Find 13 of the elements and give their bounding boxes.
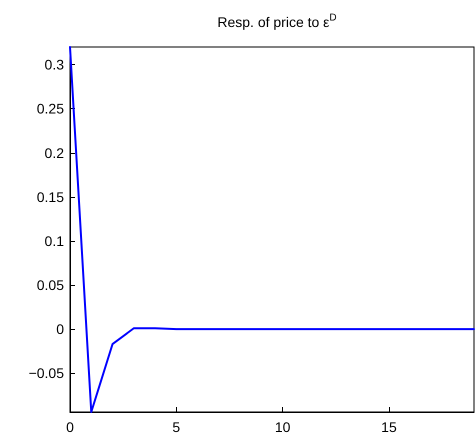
y-tick-label: 0.3 <box>44 56 64 73</box>
line-series <box>69 46 475 413</box>
x-tick-label: 15 <box>381 419 397 435</box>
x-tick-label: 5 <box>172 419 180 435</box>
y-tick-label: 0.25 <box>36 100 64 117</box>
y-tick-label: 0.2 <box>44 144 64 161</box>
y-tick-label: 0.05 <box>36 277 64 294</box>
y-tick-label: −0.05 <box>28 365 64 382</box>
x-tick-label: 0 <box>66 419 74 435</box>
x-tick-label: 10 <box>274 419 291 435</box>
y-tick-label: 0 <box>56 321 64 338</box>
y-tick-label: 0.15 <box>36 188 64 205</box>
y-tick-label: 0.1 <box>44 232 64 249</box>
